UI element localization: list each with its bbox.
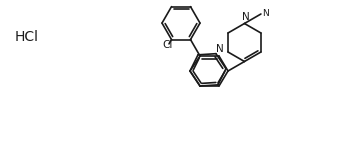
Text: HCl: HCl bbox=[15, 30, 39, 44]
Text: N: N bbox=[263, 8, 269, 17]
Text: N: N bbox=[216, 45, 224, 54]
Text: Cl: Cl bbox=[162, 40, 173, 51]
Text: N: N bbox=[242, 12, 249, 22]
